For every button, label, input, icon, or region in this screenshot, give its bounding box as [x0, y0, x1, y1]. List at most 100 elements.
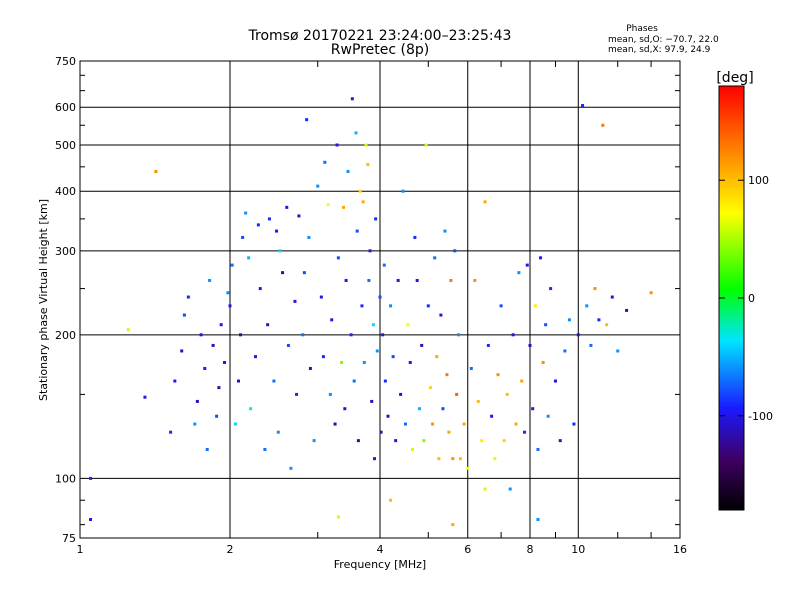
data-point	[439, 313, 443, 317]
data-point	[362, 360, 366, 364]
data-point	[435, 355, 439, 359]
data-point	[502, 439, 506, 443]
data-point	[223, 360, 227, 364]
data-point	[473, 278, 477, 282]
data-point	[336, 515, 340, 519]
phase-o-stats: mean, sd,O: −70.7, 22.0	[608, 35, 719, 45]
data-point	[386, 414, 390, 418]
data-point	[278, 249, 282, 253]
data-point	[186, 295, 190, 299]
data-point	[328, 392, 332, 396]
data-point	[605, 323, 609, 327]
data-point	[401, 189, 405, 193]
data-point	[308, 366, 312, 370]
y-axis-label: Stationary phase Virtual Height [km]	[37, 199, 50, 401]
data-point	[585, 304, 589, 308]
chart-subtitle: RwPretec (8p)	[331, 42, 429, 58]
data-point	[219, 323, 223, 327]
x-tick-label: 2	[227, 543, 234, 556]
data-point	[389, 304, 393, 308]
data-point	[321, 355, 325, 359]
data-point	[326, 203, 330, 207]
data-point	[208, 278, 212, 282]
colorbar-tick-label: 100	[748, 174, 769, 187]
data-point	[364, 143, 368, 147]
x-axis-label: Frequency [MHz]	[334, 558, 426, 571]
data-point	[558, 439, 562, 443]
data-point	[293, 299, 297, 303]
grid-lines	[80, 61, 680, 538]
y-tick-label: 100	[55, 472, 76, 485]
data-point	[241, 235, 245, 239]
data-point	[523, 430, 527, 434]
data-point	[358, 189, 362, 193]
data-point	[239, 333, 243, 337]
data-point	[368, 249, 372, 253]
data-point	[267, 217, 271, 221]
data-point	[233, 422, 237, 426]
data-point	[505, 392, 509, 396]
data-point	[295, 392, 299, 396]
data-point	[247, 256, 251, 260]
data-point	[428, 386, 432, 390]
data-point	[349, 333, 353, 337]
data-point	[249, 407, 253, 411]
data-point	[266, 323, 270, 327]
data-point	[514, 422, 518, 426]
data-point	[228, 304, 232, 308]
data-point	[389, 498, 393, 502]
data-point	[307, 235, 311, 239]
data-point	[616, 349, 620, 353]
data-point	[173, 379, 177, 383]
data-point	[319, 295, 323, 299]
data-point	[483, 200, 487, 204]
data-point	[394, 439, 398, 443]
data-point	[361, 200, 365, 204]
data-point	[490, 414, 494, 418]
data-point	[447, 430, 451, 434]
colorbar-label: [deg]	[716, 70, 753, 86]
data-point	[330, 318, 334, 322]
data-point	[169, 430, 173, 434]
data-point	[581, 104, 585, 108]
data-point	[316, 184, 320, 188]
data-point	[285, 205, 289, 209]
data-point	[323, 160, 327, 164]
data-point	[625, 308, 629, 312]
data-point	[352, 379, 356, 383]
data-point	[408, 360, 412, 364]
data-point	[567, 318, 571, 322]
data-point	[236, 379, 240, 383]
data-point	[576, 333, 580, 337]
chart-title: Tromsø 20170221 23:24:00–23:25:43	[248, 28, 512, 44]
y-tick-label: 75	[62, 532, 76, 545]
data-point	[383, 379, 387, 383]
colorbar-tick-label: 0	[748, 292, 755, 305]
data-point	[373, 457, 377, 461]
data-point	[360, 304, 364, 308]
data-point	[549, 287, 553, 291]
data-point	[335, 143, 339, 147]
data-point	[406, 323, 410, 327]
data-point	[217, 386, 221, 390]
data-point	[453, 249, 457, 253]
data-point	[370, 399, 374, 403]
colorbar-tick-label: -100	[748, 410, 773, 423]
data-point	[589, 343, 593, 347]
data-point	[193, 422, 197, 426]
data-point	[541, 360, 545, 364]
data-point	[344, 278, 348, 282]
data-point	[272, 379, 276, 383]
data-point	[546, 414, 550, 418]
data-point	[533, 304, 537, 308]
data-point	[441, 407, 445, 411]
data-point	[343, 407, 347, 411]
data-point	[544, 323, 548, 327]
y-tick-label: 500	[55, 139, 76, 152]
y-tick-label: 600	[55, 101, 76, 114]
x-tick-label: 8	[527, 543, 534, 556]
data-point	[597, 318, 601, 322]
data-point	[391, 355, 395, 359]
